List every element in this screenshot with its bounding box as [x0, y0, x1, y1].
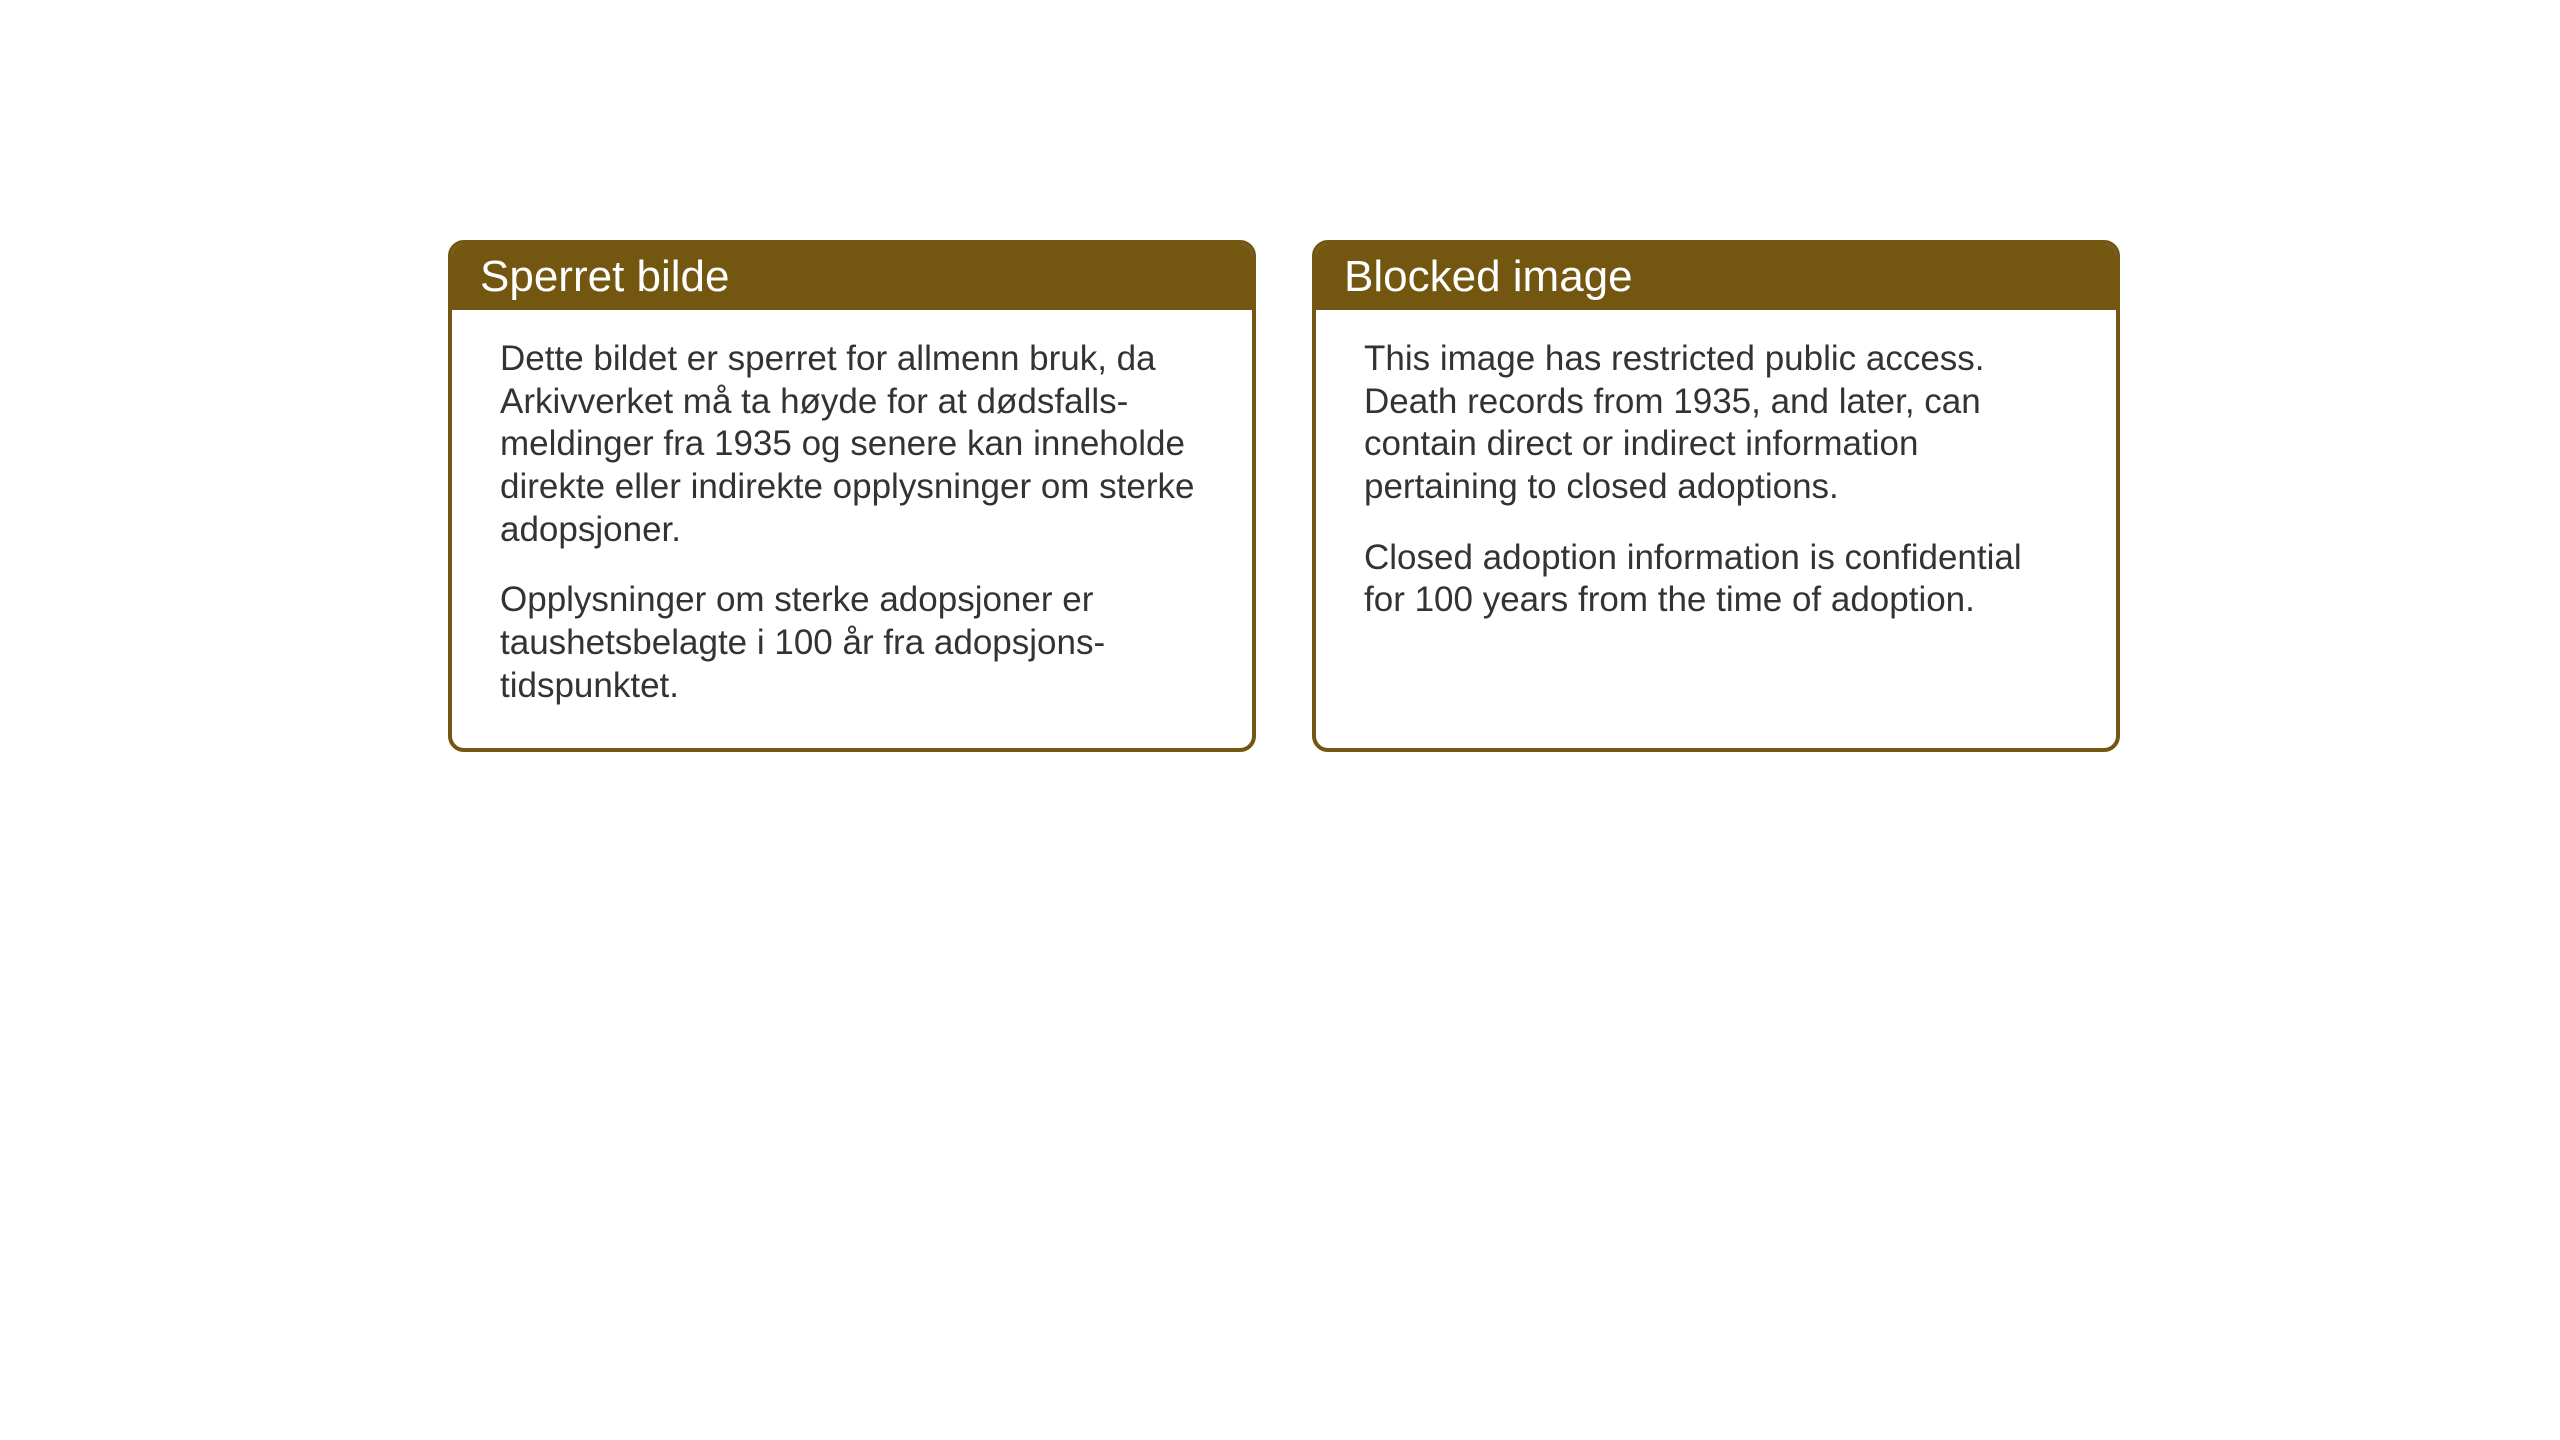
notice-card-english: Blocked image This image has restricted …: [1312, 240, 2120, 752]
card-paragraph: Dette bildet er sperret for allmenn bruk…: [500, 338, 1204, 551]
card-body-english: This image has restricted public access.…: [1316, 310, 2116, 662]
notice-card-norwegian: Sperret bilde Dette bildet er sperret fo…: [448, 240, 1256, 752]
notice-container: Sperret bilde Dette bildet er sperret fo…: [448, 240, 2120, 752]
card-paragraph: Opplysninger om sterke adopsjoner er tau…: [500, 579, 1204, 707]
card-header-english: Blocked image: [1316, 244, 2116, 310]
card-paragraph: Closed adoption information is confident…: [1364, 537, 2068, 622]
card-paragraph: This image has restricted public access.…: [1364, 338, 2068, 509]
card-header-norwegian: Sperret bilde: [452, 244, 1252, 310]
card-title: Blocked image: [1344, 252, 1633, 301]
card-title: Sperret bilde: [480, 252, 729, 301]
card-body-norwegian: Dette bildet er sperret for allmenn bruk…: [452, 310, 1252, 748]
